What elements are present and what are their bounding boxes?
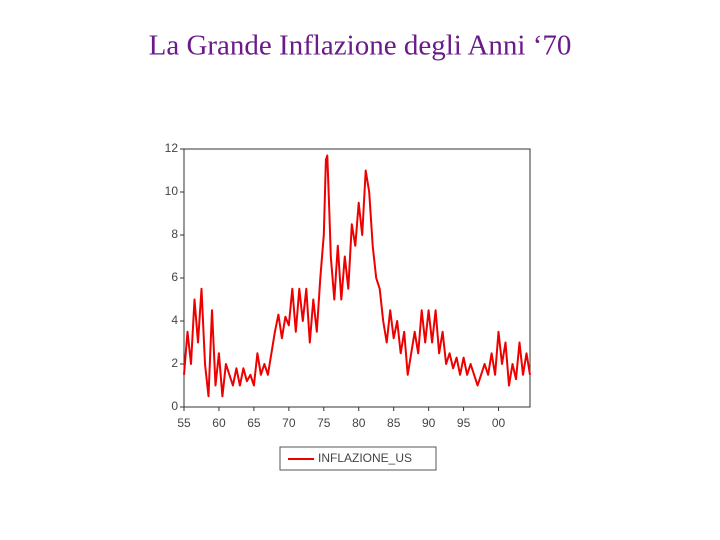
x-tick-label: 85 (387, 416, 401, 430)
y-tick-label: 6 (171, 270, 178, 284)
y-tick-label: 4 (171, 313, 178, 327)
y-tick-label: 10 (165, 184, 179, 198)
legend-box (279, 446, 437, 471)
x-tick-label: 90 (422, 416, 436, 430)
data-line (183, 154, 531, 398)
y-tick-label: 8 (171, 227, 178, 241)
x-tick-label: 80 (352, 416, 366, 430)
x-tick-label: 70 (282, 416, 296, 430)
x-tick-label: 65 (247, 416, 261, 430)
x-tick-label: 75 (317, 416, 331, 430)
y-tick-label: 2 (171, 356, 178, 370)
y-tick-label: 12 (165, 141, 179, 155)
x-tick-label: 60 (212, 416, 226, 430)
x-tick-label: 95 (457, 416, 471, 430)
x-tick-label: 55 (177, 416, 191, 430)
legend-label: INFLAZIONE_US (318, 451, 412, 465)
y-tick-label: 0 (171, 399, 178, 413)
x-tick-label: 00 (492, 416, 506, 430)
slide-title: La Grande Inflazione degli Anni ‘70 (149, 30, 572, 62)
